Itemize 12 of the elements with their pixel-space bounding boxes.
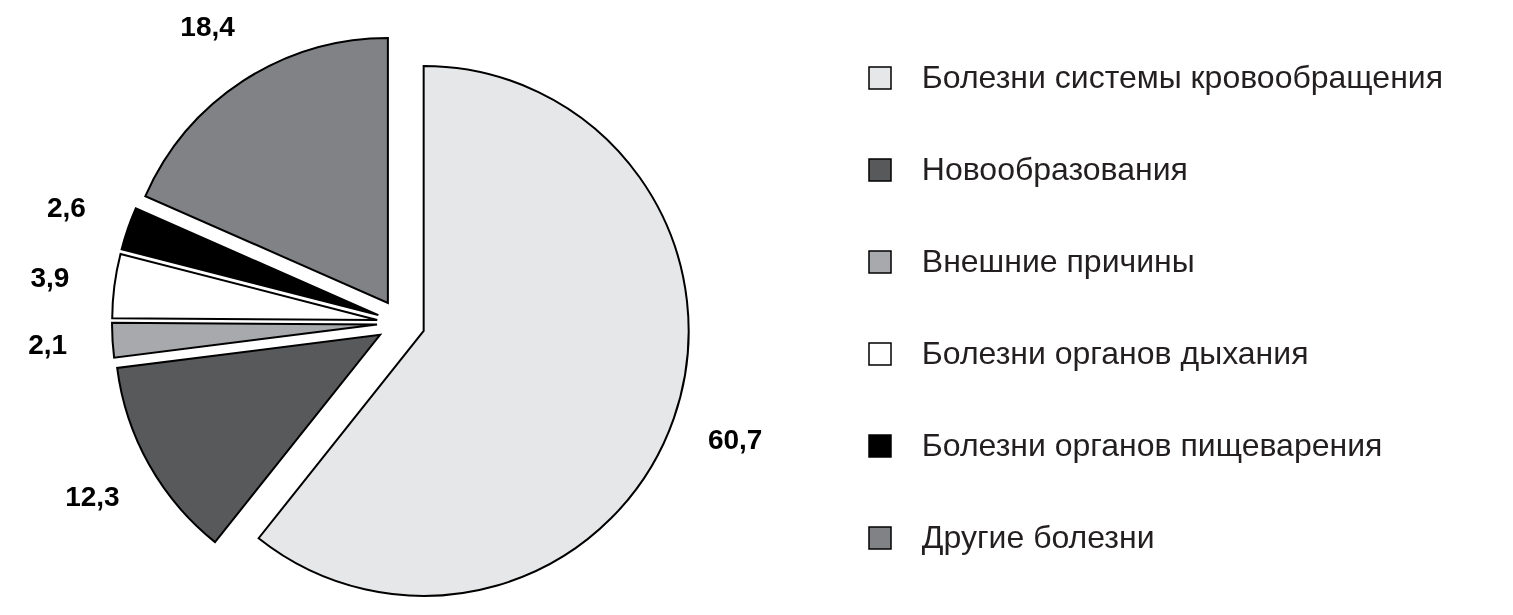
data-label: 2,6 xyxy=(46,191,86,223)
legend-label: Новообразования xyxy=(921,151,1188,188)
legend-label: Внешние причины xyxy=(921,243,1195,280)
data-label: 60,7 xyxy=(707,424,763,456)
data-label: 18,4 xyxy=(180,11,236,43)
data-label: 3,9 xyxy=(30,262,70,294)
data-label: 2,1 xyxy=(28,328,68,360)
legend-label: Болезни системы кровообращения xyxy=(921,59,1443,96)
data-label: 12,3 xyxy=(65,480,120,512)
legend-label: Болезни органов пищеварения xyxy=(921,427,1383,464)
legend-label: Болезни органов дыхания xyxy=(921,335,1309,372)
legend-label: Другие болезни xyxy=(921,519,1155,556)
